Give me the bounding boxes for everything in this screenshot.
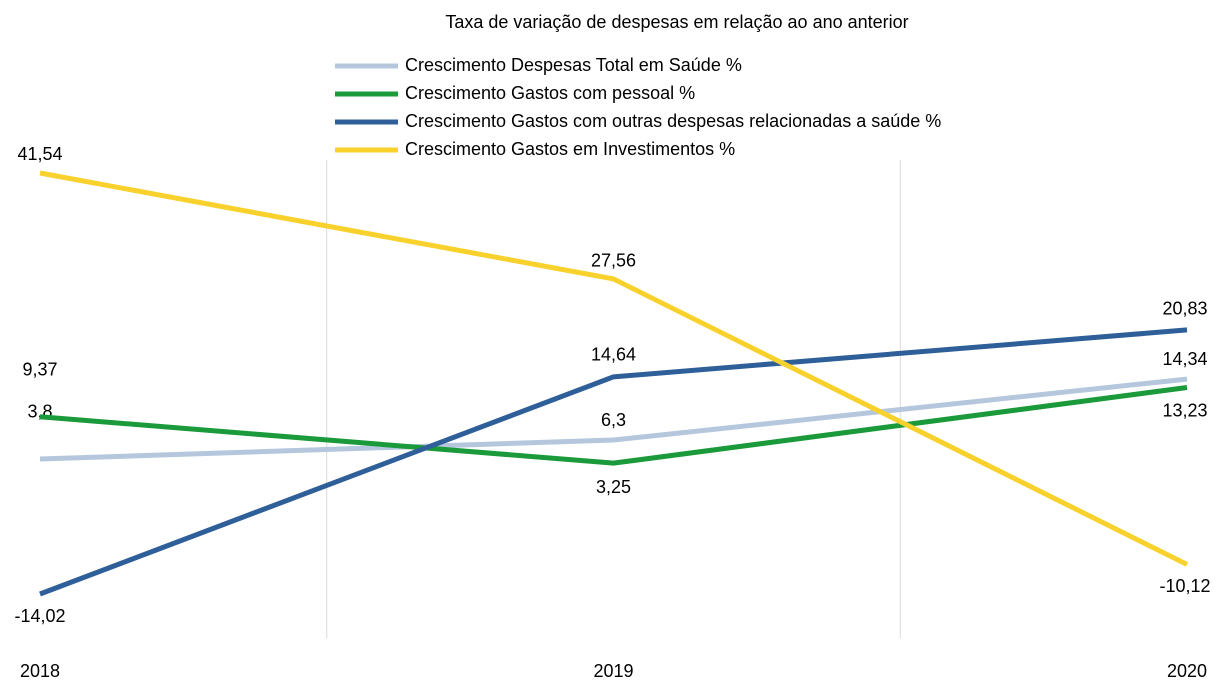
data-label: -10,12 (1159, 576, 1210, 596)
line-series (39, 170, 1189, 567)
data-label: 9,37 (22, 360, 57, 380)
data-label: 14,34 (1162, 349, 1207, 369)
legend-label: Crescimento Gastos com outras despesas r… (405, 111, 941, 131)
legend-label: Crescimento Gastos em Investimentos % (405, 139, 735, 159)
data-label: 27,56 (591, 251, 636, 271)
data-label: -14,02 (14, 606, 65, 626)
chart-title: Taxa de variação de despesas em relação … (445, 12, 908, 32)
line-series (39, 327, 1188, 597)
legend-label: Crescimento Despesas Total em Saúde % (405, 55, 742, 75)
data-label: 6,3 (601, 410, 626, 430)
x-tick-label: 2019 (593, 661, 633, 681)
data-label: 3,25 (596, 477, 631, 497)
line-series (39, 385, 1188, 466)
data-label: 20,83 (1162, 299, 1207, 319)
legend-label: Crescimento Gastos com pessoal % (405, 83, 695, 103)
line-series (39, 376, 1188, 462)
data-label: 14,64 (591, 345, 636, 365)
data-label: 41,54 (17, 144, 62, 164)
x-tick-label: 2018 (20, 661, 60, 681)
data-label: 13,23 (1162, 400, 1207, 420)
x-tick-label: 2020 (1167, 661, 1207, 681)
